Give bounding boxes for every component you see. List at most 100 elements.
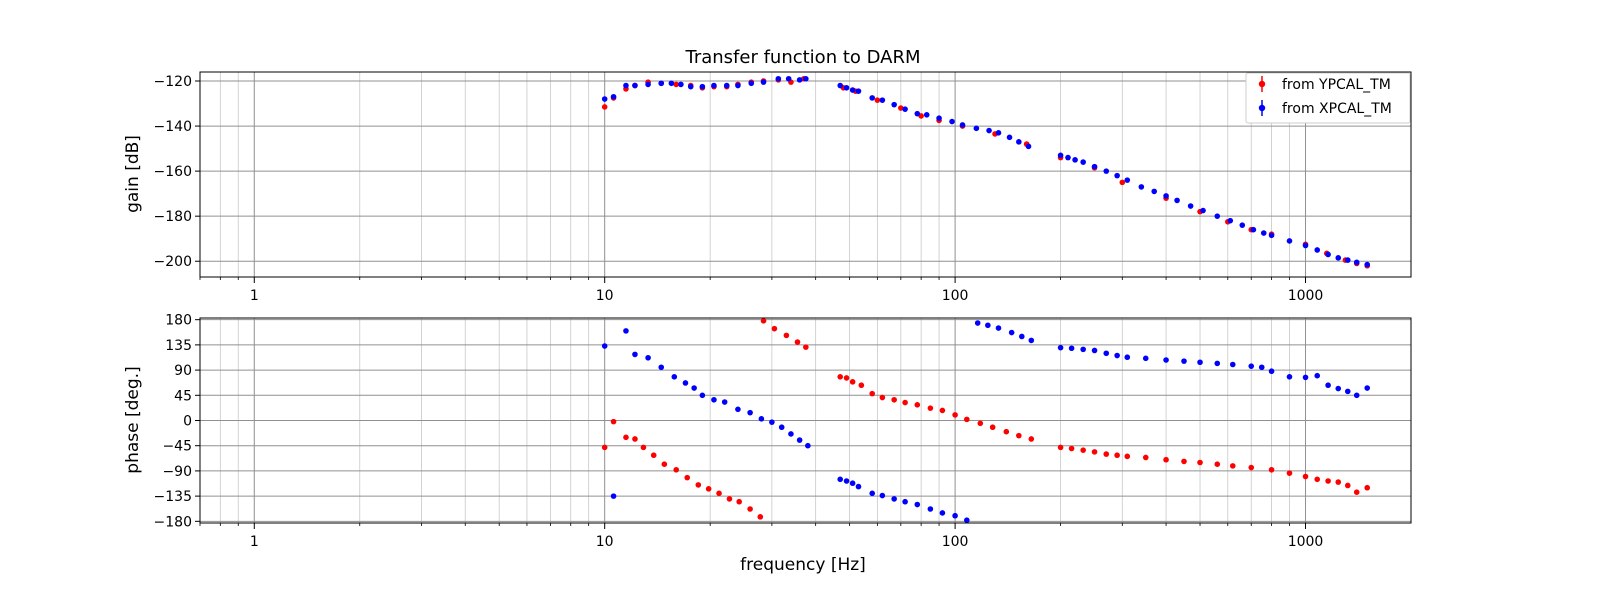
data-point	[959, 122, 966, 128]
data-point	[1200, 207, 1206, 214]
data-point	[891, 496, 897, 502]
y-tick-label: 45	[174, 388, 192, 404]
data-point	[1268, 368, 1275, 375]
data-point	[747, 409, 753, 416]
data-point	[1260, 230, 1267, 236]
data-point	[711, 396, 717, 403]
data-point	[623, 328, 629, 334]
y-tick-label: 135	[165, 338, 192, 354]
data-point	[682, 380, 689, 386]
data-point	[1018, 333, 1025, 340]
data-point	[1080, 159, 1086, 165]
y-tick-label: −45	[162, 439, 192, 455]
data-point	[949, 118, 955, 125]
data-point	[1016, 432, 1022, 439]
phase-y-axis-label: phase [deg.]	[123, 366, 143, 473]
data-point	[849, 87, 856, 93]
data-point	[716, 490, 722, 497]
data-point	[1016, 139, 1022, 145]
data-point	[1248, 363, 1255, 369]
data-point	[678, 81, 684, 88]
data-point	[788, 431, 794, 437]
data-point	[1239, 222, 1246, 228]
x-tick-label: 1	[250, 534, 259, 550]
data-point	[805, 442, 811, 449]
data-point	[1103, 350, 1110, 357]
data-point	[695, 482, 702, 488]
data-point	[1314, 476, 1321, 483]
y-tick-label: −180	[154, 209, 192, 225]
data-point	[1335, 255, 1342, 261]
chart-title: Transfer function to DARM	[684, 47, 920, 68]
data-point	[1302, 374, 1309, 381]
data-point	[1250, 226, 1257, 233]
data-point	[1344, 257, 1351, 263]
gain-y-ticks: −120 −140 −160 −180 −200	[154, 74, 200, 270]
data-point	[1344, 482, 1351, 489]
data-point	[1124, 453, 1131, 460]
data-point	[869, 390, 876, 397]
data-point	[891, 101, 897, 108]
data-point	[778, 424, 785, 431]
data-point	[927, 405, 934, 411]
data-point	[711, 82, 717, 89]
data-point	[1302, 473, 1309, 480]
data-point	[645, 81, 651, 88]
data-point	[995, 325, 1002, 331]
data-point	[989, 424, 996, 431]
data-point	[843, 84, 850, 91]
data-point	[601, 343, 608, 349]
data-point	[769, 419, 775, 425]
data-point	[1181, 458, 1187, 465]
data-point	[964, 517, 970, 523]
data-point	[796, 77, 803, 83]
x-tick-label: 10	[596, 288, 614, 304]
data-point	[601, 104, 608, 110]
data-point	[1286, 470, 1293, 476]
data-point	[1138, 184, 1145, 190]
data-point	[1080, 447, 1086, 453]
data-point	[796, 437, 803, 443]
data-point	[771, 325, 778, 332]
data-point	[1091, 449, 1098, 455]
y-tick-label: −180	[154, 514, 192, 530]
legend-label-ypcal: from YPCAL_TM	[1282, 77, 1391, 93]
data-point	[898, 105, 904, 111]
data-point	[601, 444, 608, 451]
data-point	[1181, 358, 1187, 364]
data-point	[1325, 478, 1331, 484]
gain-plot-frame	[199, 71, 1412, 278]
data-point	[601, 96, 608, 102]
data-point	[902, 106, 908, 112]
data-point	[977, 420, 984, 427]
data-point	[849, 480, 856, 487]
data-point	[1214, 213, 1221, 219]
data-point	[699, 392, 706, 399]
data-point	[1314, 247, 1321, 253]
x-axis-label: frequency [Hz]	[740, 555, 866, 575]
data-point	[661, 461, 668, 467]
data-point	[783, 332, 790, 339]
legend-marker-xpcal	[1258, 100, 1266, 116]
data-point	[632, 436, 638, 442]
phase-x-ticks: 1 10 100 1000	[199, 523, 1323, 550]
data-point	[952, 512, 958, 519]
data-point	[1229, 463, 1236, 469]
data-point	[1197, 359, 1203, 366]
y-tick-label: −90	[162, 464, 192, 480]
data-point	[927, 506, 934, 512]
data-point	[1227, 217, 1234, 224]
phase-points	[601, 318, 1371, 523]
data-point	[658, 80, 665, 87]
data-point	[923, 112, 930, 118]
data-point	[939, 510, 946, 516]
y-tick-label: 0	[183, 414, 192, 430]
data-point	[1091, 163, 1098, 170]
data-point	[837, 476, 844, 483]
series-from-xpcal_tm	[601, 75, 1371, 268]
data-point	[1353, 392, 1360, 399]
data-point	[843, 375, 850, 381]
legend-box	[1245, 72, 1411, 124]
data-point	[902, 498, 908, 505]
